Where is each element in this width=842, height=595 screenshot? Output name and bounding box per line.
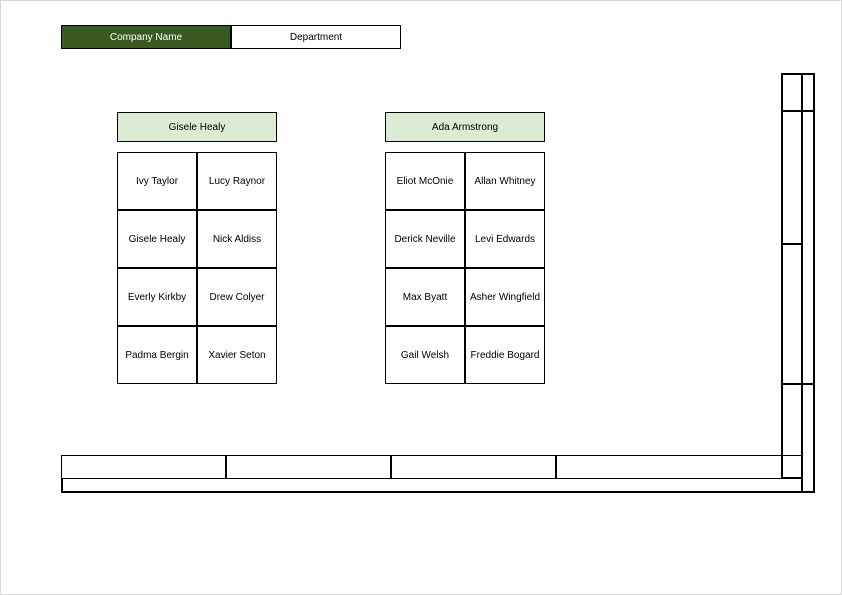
group-b-header: Ada Armstrong (385, 112, 545, 142)
bottom-segment (61, 455, 226, 479)
table-cell: Padma Bergin (117, 326, 197, 384)
bottom-segment (556, 455, 803, 479)
table-cell: Freddie Bogard (465, 326, 545, 384)
group-b-title: Ada Armstrong (432, 122, 498, 133)
header-department: Department (231, 25, 401, 49)
table-cell: Xavier Seton (197, 326, 277, 384)
table-cell: Levi Edwards (465, 210, 545, 268)
header-company-label: Company Name (110, 32, 182, 43)
table-cell: Lucy Raynor (197, 152, 277, 210)
bottom-under (61, 479, 803, 493)
table-cell: Nick Aldiss (197, 210, 277, 268)
right-divider (781, 383, 815, 389)
table-cell: Derick Neville (385, 210, 465, 268)
table-cell: Eliot McOnie (385, 152, 465, 210)
right-stack (781, 73, 803, 479)
table-cell: Max Byatt (385, 268, 465, 326)
bottom-segment (391, 455, 556, 479)
table-cell: Everly Kirkby (117, 268, 197, 326)
table-cell: Ivy Taylor (117, 152, 197, 210)
bottom-segment (226, 455, 391, 479)
table-cell: Gisele Healy (117, 210, 197, 268)
table-cell: Asher Wingfield (465, 268, 545, 326)
table-cell: Drew Colyer (197, 268, 277, 326)
group-a-title: Gisele Healy (169, 122, 226, 133)
seating-chart-canvas: Company Name Department Gisele Healy Ivy… (0, 0, 842, 595)
header-company: Company Name (61, 25, 231, 49)
group-a-header: Gisele Healy (117, 112, 277, 142)
header-department-label: Department (290, 32, 342, 43)
table-cell: Gail Welsh (385, 326, 465, 384)
right-divider (781, 110, 815, 116)
right-cap (803, 73, 815, 493)
table-cell: Allan Whitney (465, 152, 545, 210)
right-divider (781, 243, 803, 249)
